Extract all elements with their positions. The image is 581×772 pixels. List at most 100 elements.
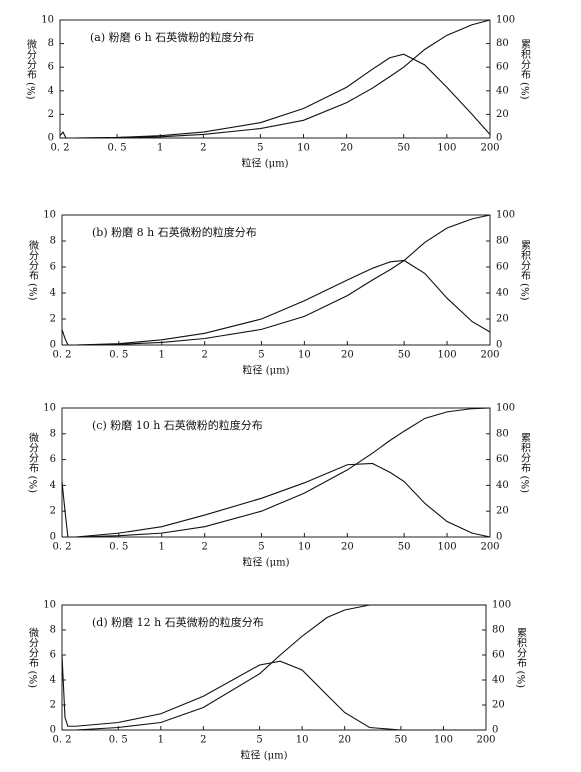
y-tick-label: 10 — [43, 403, 56, 414]
data-line — [60, 19, 491, 139]
chart-title: (b) 粉磨 8 h 石英微粉的粒度分布 — [92, 225, 257, 239]
x-tick-label: 1 — [158, 735, 164, 746]
y2-tick-label: 80 — [492, 625, 505, 636]
x-tick-label: 1 — [157, 143, 163, 154]
x-tick-label: 2 — [200, 143, 206, 154]
y-tick-label: 8 — [50, 625, 56, 636]
x-tick-label: 10 — [298, 350, 311, 361]
y-tick-label: 8 — [50, 428, 56, 439]
y2-tick-label: 40 — [496, 288, 509, 299]
y2-tick-label: 60 — [496, 62, 509, 73]
x-tick-label: 2 — [201, 350, 207, 361]
x-tick-label: 5 — [256, 735, 262, 746]
x-tick-label: 200 — [476, 735, 495, 746]
y-tick-label: 8 — [48, 38, 54, 49]
chart-title: (d) 粉磨 12 h 石英微粉的粒度分布 — [92, 615, 264, 629]
y-tick-label: 6 — [50, 454, 56, 465]
y2-tick-label: 20 — [496, 314, 509, 325]
y2-tick-label: 60 — [492, 650, 505, 661]
data-line — [62, 214, 491, 346]
x-tick-label: 10 — [296, 735, 309, 746]
x-tick-label: 100 — [434, 735, 453, 746]
x-tick-label: 0. 5 — [109, 350, 128, 361]
y2-tick-label: 40 — [496, 85, 509, 96]
y2-tick-label: 20 — [496, 506, 509, 517]
x-tick-label: 200 — [480, 542, 499, 553]
y2-tick-label: 20 — [496, 109, 509, 120]
y-tick-label: 6 — [50, 262, 56, 273]
x-tick-label: 0. 5 — [107, 143, 126, 154]
y-tick-label: 4 — [50, 675, 56, 686]
x-tick-label: 20 — [340, 143, 353, 154]
y-axis-label: 微分分布 (%) — [27, 239, 39, 301]
y-tick-label: 0 — [50, 340, 56, 351]
x-tick-label: 20 — [341, 350, 354, 361]
y2-tick-label: 100 — [496, 403, 515, 414]
y-axis-label: 微分分布 (%) — [27, 626, 39, 688]
y-tick-label: 2 — [48, 109, 54, 120]
x-tick-label: 100 — [437, 143, 456, 154]
x-tick-label: 0. 5 — [109, 735, 128, 746]
y-tick-label: 0 — [50, 725, 56, 736]
y2-tick-label: 100 — [496, 15, 515, 26]
y2-tick-label: 60 — [496, 454, 509, 465]
x-tick-label: 20 — [338, 735, 351, 746]
data-line — [61, 462, 491, 538]
data-line — [61, 654, 486, 731]
y-tick-label: 10 — [43, 600, 56, 611]
y-tick-label: 10 — [41, 15, 54, 26]
x-tick-label: 50 — [395, 735, 408, 746]
y-axis-label: 微分分布 (%) — [27, 431, 39, 493]
x-tick-label: 5 — [257, 143, 263, 154]
y2-tick-label: 0 — [496, 532, 502, 543]
y2-axis-label: 累积分布 (%) — [515, 627, 527, 688]
x-tick-label: 50 — [398, 350, 411, 361]
x-tick-label: 200 — [480, 143, 499, 154]
y-tick-label: 2 — [50, 506, 56, 517]
y2-axis-label: 累积分布 (%) — [519, 39, 531, 100]
data-line — [61, 259, 491, 346]
x-tick-label: 0. 2 — [50, 143, 69, 154]
y2-tick-label: 0 — [496, 340, 502, 351]
y-tick-label: 0 — [48, 133, 54, 144]
x-tick-label: 1 — [159, 542, 165, 553]
y2-tick-label: 0 — [496, 133, 502, 144]
y-tick-label: 0 — [50, 532, 56, 543]
x-tick-label: 5 — [258, 542, 264, 553]
x-tick-label: 2 — [200, 735, 206, 746]
y2-tick-label: 40 — [492, 675, 505, 686]
x-tick-label: 50 — [398, 542, 411, 553]
y2-tick-label: 40 — [496, 480, 509, 491]
x-tick-label: 10 — [297, 143, 310, 154]
x-tick-label: 20 — [341, 542, 354, 553]
y2-tick-label: 100 — [492, 600, 511, 611]
y2-tick-label: 80 — [496, 428, 509, 439]
x-tick-label: 100 — [438, 350, 457, 361]
y-tick-label: 8 — [50, 236, 56, 247]
plot-frame — [61, 214, 491, 346]
x-tick-label: 0. 2 — [52, 350, 71, 361]
y-tick-label: 4 — [48, 85, 54, 96]
x-tick-label: 10 — [298, 542, 311, 553]
chart-title: (a) 粉磨 6 h 石英微粉的粒度分布 — [90, 30, 254, 44]
x-tick-label: 100 — [438, 542, 457, 553]
x-axis-label: 粒径 (μm) — [243, 364, 290, 377]
x-axis-label: 粒径 (μm) — [241, 749, 288, 762]
data-line — [62, 604, 486, 731]
plot-frame — [61, 407, 491, 538]
y-tick-label: 10 — [43, 210, 56, 221]
y-tick-label: 4 — [50, 288, 56, 299]
y-tick-label: 4 — [50, 480, 56, 491]
y-axis-label: 微分分布 (%) — [25, 38, 37, 100]
y2-tick-label: 100 — [496, 210, 515, 221]
chart-title: (c) 粉磨 10 h 石英微粉的粒度分布 — [92, 418, 263, 432]
y2-tick-label: 80 — [496, 38, 509, 49]
x-axis-label: 粒径 (μm) — [242, 157, 289, 170]
y2-axis-label: 累积分布 (%) — [519, 240, 531, 301]
y2-tick-label: 60 — [496, 262, 509, 273]
y2-tick-label: 0 — [492, 725, 498, 736]
y2-axis-label: 累积分布 (%) — [519, 432, 531, 493]
x-tick-label: 0. 2 — [52, 735, 71, 746]
x-tick-label: 0. 2 — [52, 542, 71, 553]
